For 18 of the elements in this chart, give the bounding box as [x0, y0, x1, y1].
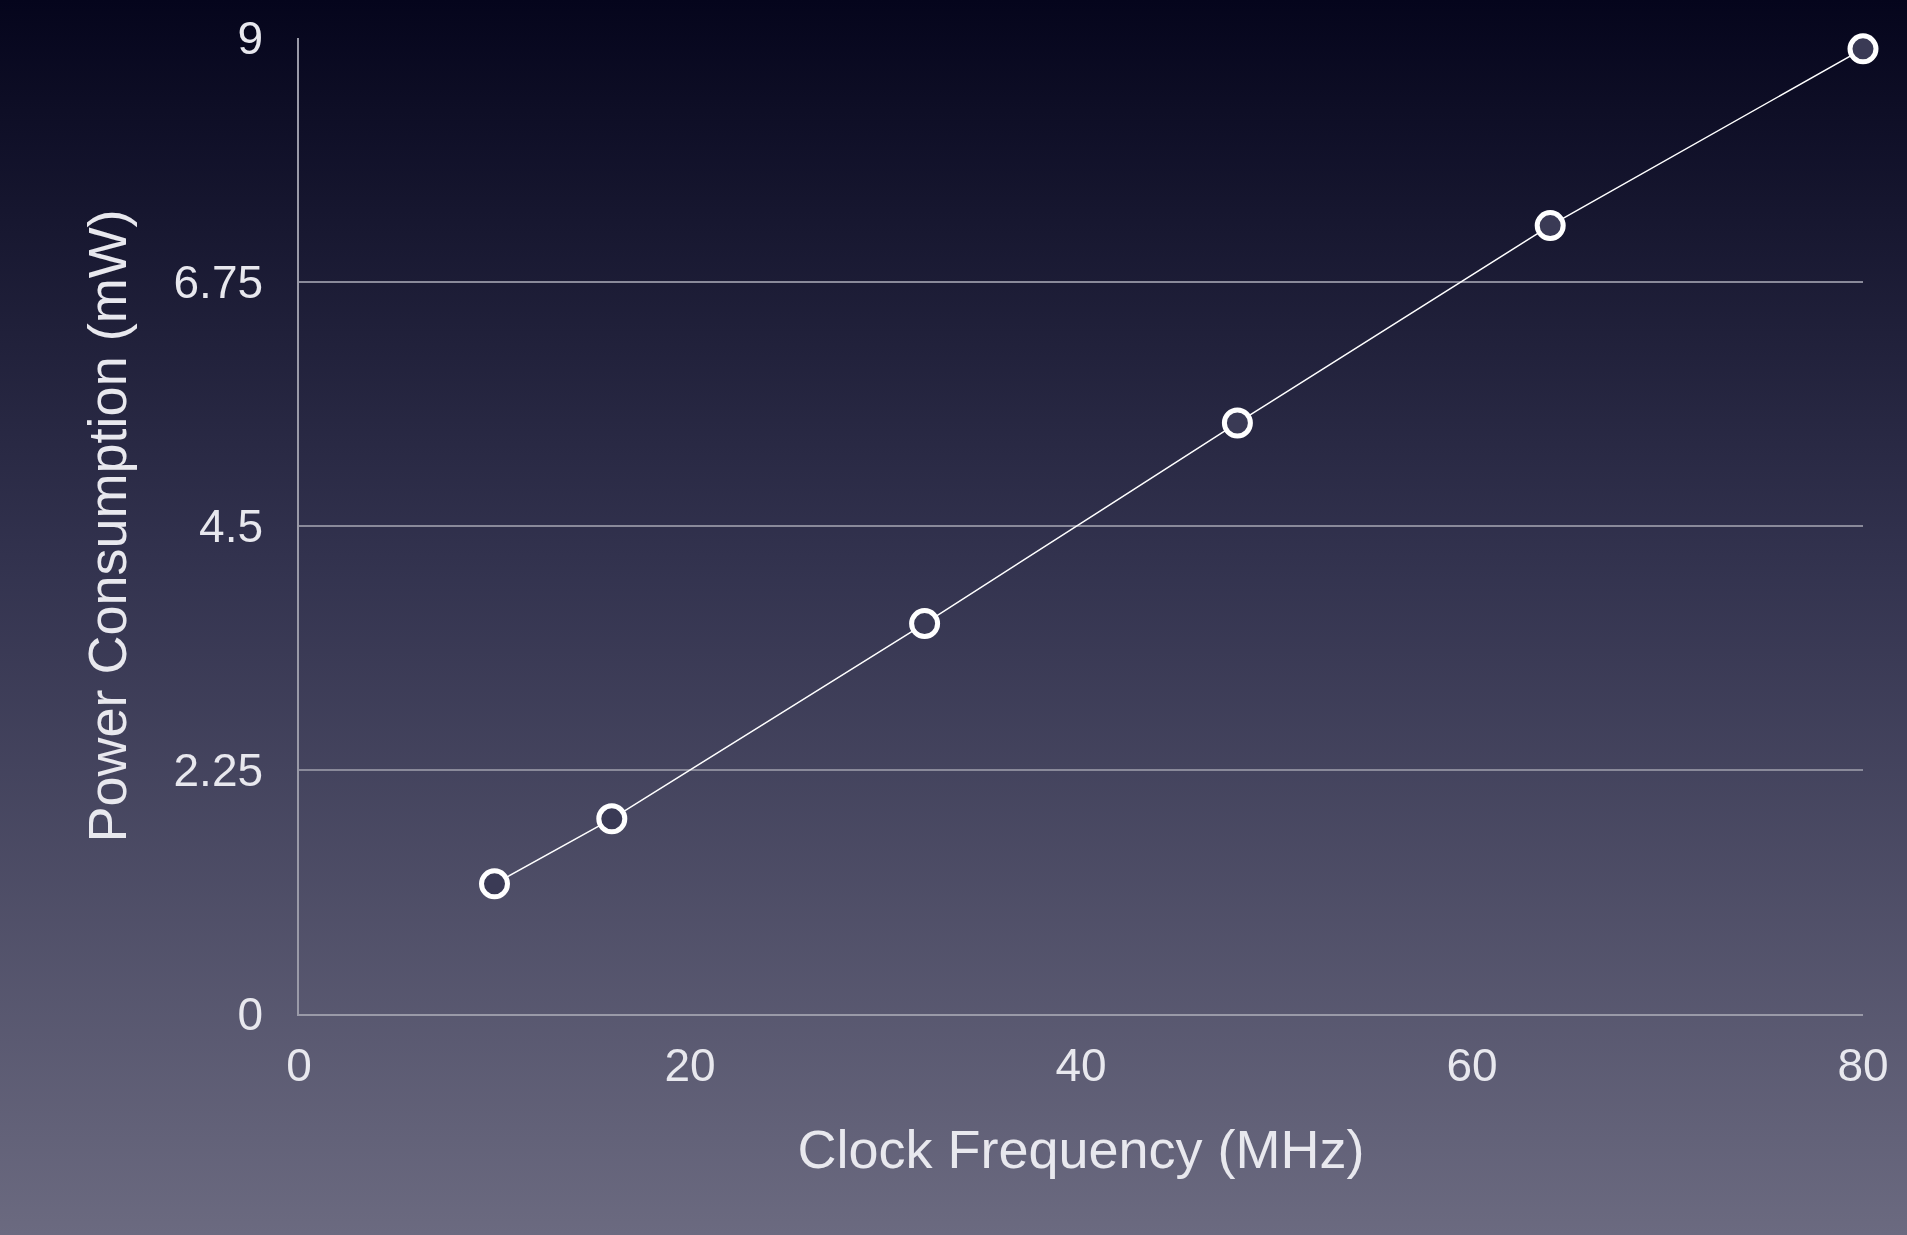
- x-axis-title: Clock Frequency (MHz): [797, 1118, 1365, 1179]
- point: [1534, 210, 1566, 242]
- y-axis-title: Power Consumption (mW): [76, 209, 137, 843]
- x-tick-label: 40: [1055, 1038, 1107, 1091]
- point: [1847, 33, 1879, 65]
- y-tick-label: 9: [237, 12, 264, 65]
- point: [909, 608, 941, 640]
- x-tick-label: 80: [1837, 1038, 1889, 1091]
- x-tick-label: 0: [286, 1038, 312, 1091]
- x-tick-label: 60: [1446, 1038, 1498, 1091]
- y-tick-label: 4.5: [199, 500, 264, 553]
- point: [479, 868, 510, 900]
- point: [1221, 407, 1253, 439]
- y-tick-label: 2.25: [173, 744, 264, 797]
- x-tick-label: 20: [664, 1038, 716, 1091]
- y-tick-label: 6.75: [173, 256, 264, 309]
- y-tick-label: 0: [237, 988, 264, 1041]
- point: [596, 803, 628, 835]
